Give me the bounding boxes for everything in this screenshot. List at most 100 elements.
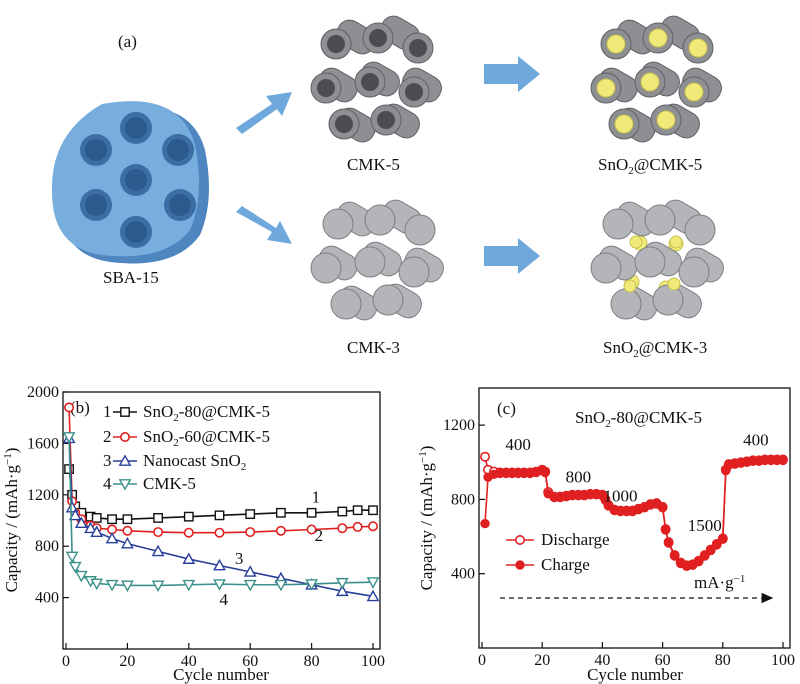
data-point-series-1 xyxy=(694,556,704,567)
data-point-series-3 xyxy=(62,432,76,444)
legend-marker xyxy=(120,407,130,417)
data-point-series-0 xyxy=(183,511,194,522)
data-point-series-3 xyxy=(65,551,79,564)
legend-marker xyxy=(514,534,525,545)
data-point-series-1 xyxy=(718,534,728,545)
curve-annotation: 2 xyxy=(315,526,324,545)
chart-b-ticks: 0 20 40 60 80 100 400 800 1200 1600 2000 xyxy=(27,384,385,670)
data-point-series-0 xyxy=(122,514,133,525)
data-point-series-1 xyxy=(712,540,722,550)
data-point-series-0 xyxy=(276,507,286,518)
legend-marker xyxy=(515,560,525,570)
data-point-series-1 xyxy=(778,455,788,466)
data-point-series-1 xyxy=(700,551,710,561)
cmk3-structure-icon xyxy=(310,199,444,321)
curve-annotation: 3 xyxy=(235,549,244,568)
x-tick-label: 80 xyxy=(304,653,320,670)
data-point-series-0 xyxy=(153,513,163,523)
data-point-series-2 xyxy=(105,531,119,544)
arrow-to-cmk5-icon xyxy=(236,92,292,134)
data-point-series-2 xyxy=(65,501,79,513)
rate-label: 800 xyxy=(566,468,592,487)
legend-label: CMK-5 xyxy=(143,474,196,493)
arrow-to-sno2-cmk5-icon xyxy=(484,56,540,92)
data-point-series-2 xyxy=(68,508,82,521)
chart-c-legend: Discharge Charge xyxy=(506,530,610,574)
x-tick-label: 0 xyxy=(62,653,70,670)
data-point-series-2 xyxy=(151,544,165,557)
chart-b-xlabel: Cycle number xyxy=(173,665,269,684)
x-tick-label: 80 xyxy=(715,652,731,669)
data-point-series-0 xyxy=(306,507,317,518)
data-point-series-3 xyxy=(366,577,380,589)
data-point-series-1 xyxy=(660,525,671,535)
data-point-series-3 xyxy=(274,579,288,592)
data-point-series-2 xyxy=(121,536,134,549)
y-tick-label: 400 xyxy=(451,566,475,583)
data-point-series-2 xyxy=(243,565,257,577)
data-point-series-3 xyxy=(335,577,349,590)
x-tick-label: 20 xyxy=(534,652,550,669)
data-point-series-0 xyxy=(368,505,378,516)
chart-c-ticks: 0 20 40 60 80 100 400 800 1200 xyxy=(443,417,795,669)
data-point-series-3 xyxy=(90,578,104,591)
x-tick-label: 100 xyxy=(361,653,385,670)
rate-label: 400 xyxy=(743,431,769,450)
legend-number: 2 xyxy=(103,427,112,446)
data-point-series-0 xyxy=(91,513,102,523)
chart-c-rate-unit: mA·g−1 xyxy=(694,573,745,592)
data-point-series-0 xyxy=(214,510,225,521)
rate-label: 1000 xyxy=(603,486,637,505)
chart-b: (b) 0 20 40 60 80 100 400 800 1200 1600 2000 Cycle… xyxy=(2,384,385,684)
data-point-series-1 xyxy=(657,503,668,513)
data-point-series-3 xyxy=(213,579,226,591)
cmk5-structure-icon xyxy=(310,15,442,143)
chart-b-frame xyxy=(62,391,381,650)
legend-marker xyxy=(118,454,132,466)
chart-c-xlabel: Cycle number xyxy=(587,665,683,684)
cmk3-label: CMK-3 xyxy=(347,338,400,357)
x-tick-label: 60 xyxy=(655,652,671,669)
data-point-series-3 xyxy=(151,580,165,593)
y-tick-label: 1200 xyxy=(27,487,59,504)
data-point-series-0 xyxy=(480,451,491,462)
y-tick-label: 1200 xyxy=(443,417,475,434)
data-point-series-1 xyxy=(245,527,256,538)
data-point-series-1 xyxy=(183,527,194,538)
data-point-series-1 xyxy=(337,523,348,534)
y-tick-label: 2000 xyxy=(27,384,59,401)
x-tick-label: 100 xyxy=(771,652,795,669)
data-point-series-1 xyxy=(275,525,286,536)
sba15-label: SBA-15 xyxy=(103,268,159,287)
data-point-series-1 xyxy=(669,551,680,561)
sno2-cmk5-label: SnO2@CMK-5 xyxy=(598,155,702,177)
cmk5-label: CMK-5 xyxy=(347,155,400,174)
sno2-cmk5-structure-icon xyxy=(590,15,722,143)
chart-c-series xyxy=(480,451,788,571)
data-point-series-2 xyxy=(84,521,97,534)
data-point-series-1 xyxy=(663,538,674,548)
data-point-series-3 xyxy=(105,579,119,592)
chart-c-rate-labels: 400 800 1000 1500 400 xyxy=(505,431,768,535)
chart-c-panel-label: (c) xyxy=(497,399,516,418)
data-point-series-0 xyxy=(352,505,363,516)
legend-marker xyxy=(118,479,132,491)
chart-b-legend: 1 SnO2-80@CMK-5 2 SnO2-60@CMK-5 3 Nanocast Sn… xyxy=(103,402,270,493)
data-point-series-1 xyxy=(352,521,363,532)
arrow-to-sno2-cmk3-icon xyxy=(484,238,540,274)
chart-b-series xyxy=(62,402,380,602)
y-tick-label: 800 xyxy=(35,538,59,555)
data-point-series-1 xyxy=(153,527,164,538)
data-point-series-2 xyxy=(366,589,380,602)
sno2-cmk3-structure-icon xyxy=(590,199,724,321)
legend-number: 3 xyxy=(103,451,112,470)
data-point-series-1 xyxy=(706,545,716,556)
data-point-series-1 xyxy=(480,518,490,529)
data-point-series-3 xyxy=(121,580,134,593)
data-point-series-0 xyxy=(337,506,348,517)
data-point-series-1 xyxy=(214,527,225,538)
x-tick-label: 60 xyxy=(242,653,258,670)
curve-annotation: 4 xyxy=(220,590,229,609)
legend-marker xyxy=(120,431,131,442)
